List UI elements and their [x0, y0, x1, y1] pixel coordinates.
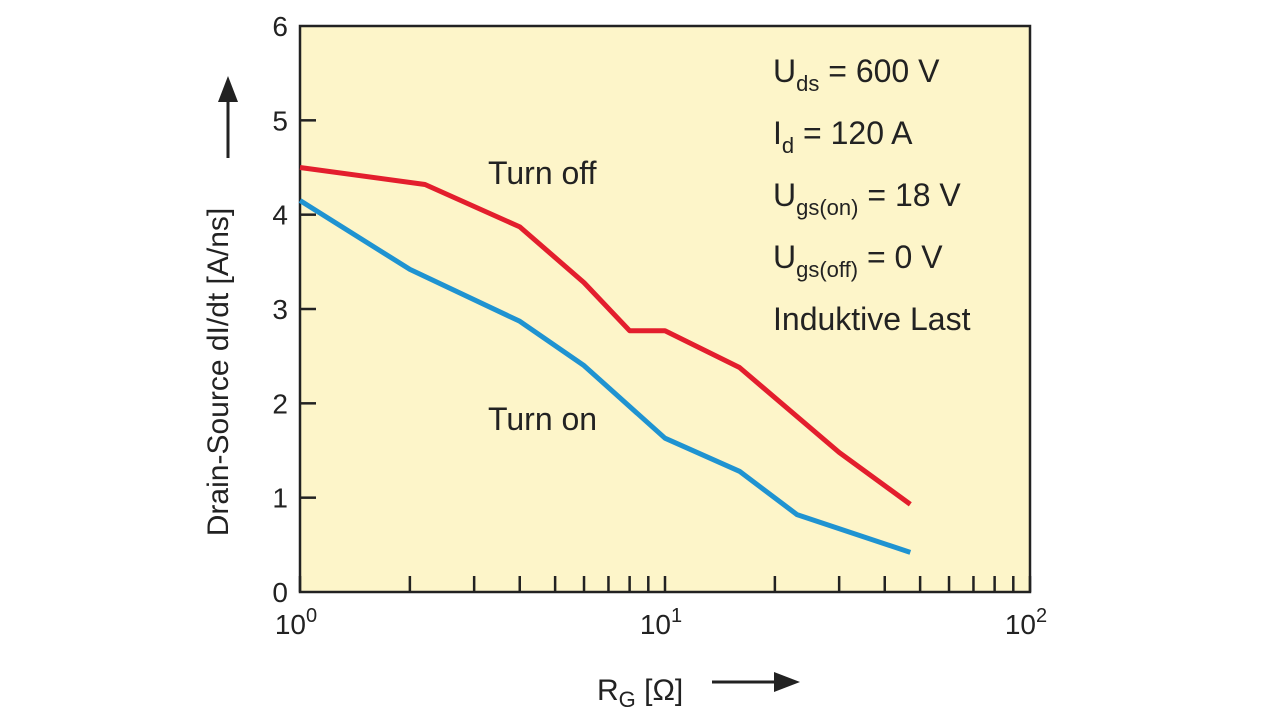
plot-area — [298, 24, 1032, 594]
x-tick-label: 101 — [640, 605, 682, 640]
condition-annotation: Induktive Last — [773, 301, 971, 337]
x-tick-label: 102 — [1005, 605, 1047, 640]
turn-on-label: Turn on — [488, 401, 597, 437]
turn-on-line — [298, 198, 912, 555]
condition-annotation: Uds = 600 V — [773, 53, 940, 96]
y-ticks: 0 1 2 3 4 5 6 — [272, 11, 316, 608]
series-lines — [298, 165, 912, 555]
x-minor-ticks — [408, 576, 1015, 592]
y-tick-label: 3 — [272, 294, 288, 325]
condition-annotation: Ugs(on) = 18 V — [773, 177, 961, 220]
x-ticks: 100 101 102 — [275, 576, 1047, 640]
condition-annotation: Ugs(off) = 0 V — [773, 239, 943, 282]
y-tick-label: 0 — [272, 577, 288, 608]
y-tick-label: 1 — [272, 483, 288, 514]
y-tick-label: 6 — [272, 11, 288, 42]
x-tick-label: 100 — [275, 605, 317, 640]
turn-off-label: Turn off — [488, 155, 597, 191]
arrow-right-icon — [712, 672, 800, 692]
x-axis-label: RG [Ω] — [597, 674, 683, 712]
condition-annotations: Uds = 600 V Id = 120 A Ugs(on) = 18 V Ugs(o… — [773, 53, 971, 337]
y-tick-label: 5 — [272, 105, 288, 136]
arrow-up-icon — [218, 76, 238, 158]
y-tick-label: 4 — [272, 200, 288, 231]
y-axis-label: Drain-Source dI/dt [A/ns] — [202, 208, 235, 536]
turn-off-line — [299, 165, 912, 507]
condition-annotation: Id = 120 A — [773, 115, 913, 158]
series-labels: Turn off Turn on — [488, 155, 597, 437]
y-tick-label: 2 — [272, 388, 288, 419]
